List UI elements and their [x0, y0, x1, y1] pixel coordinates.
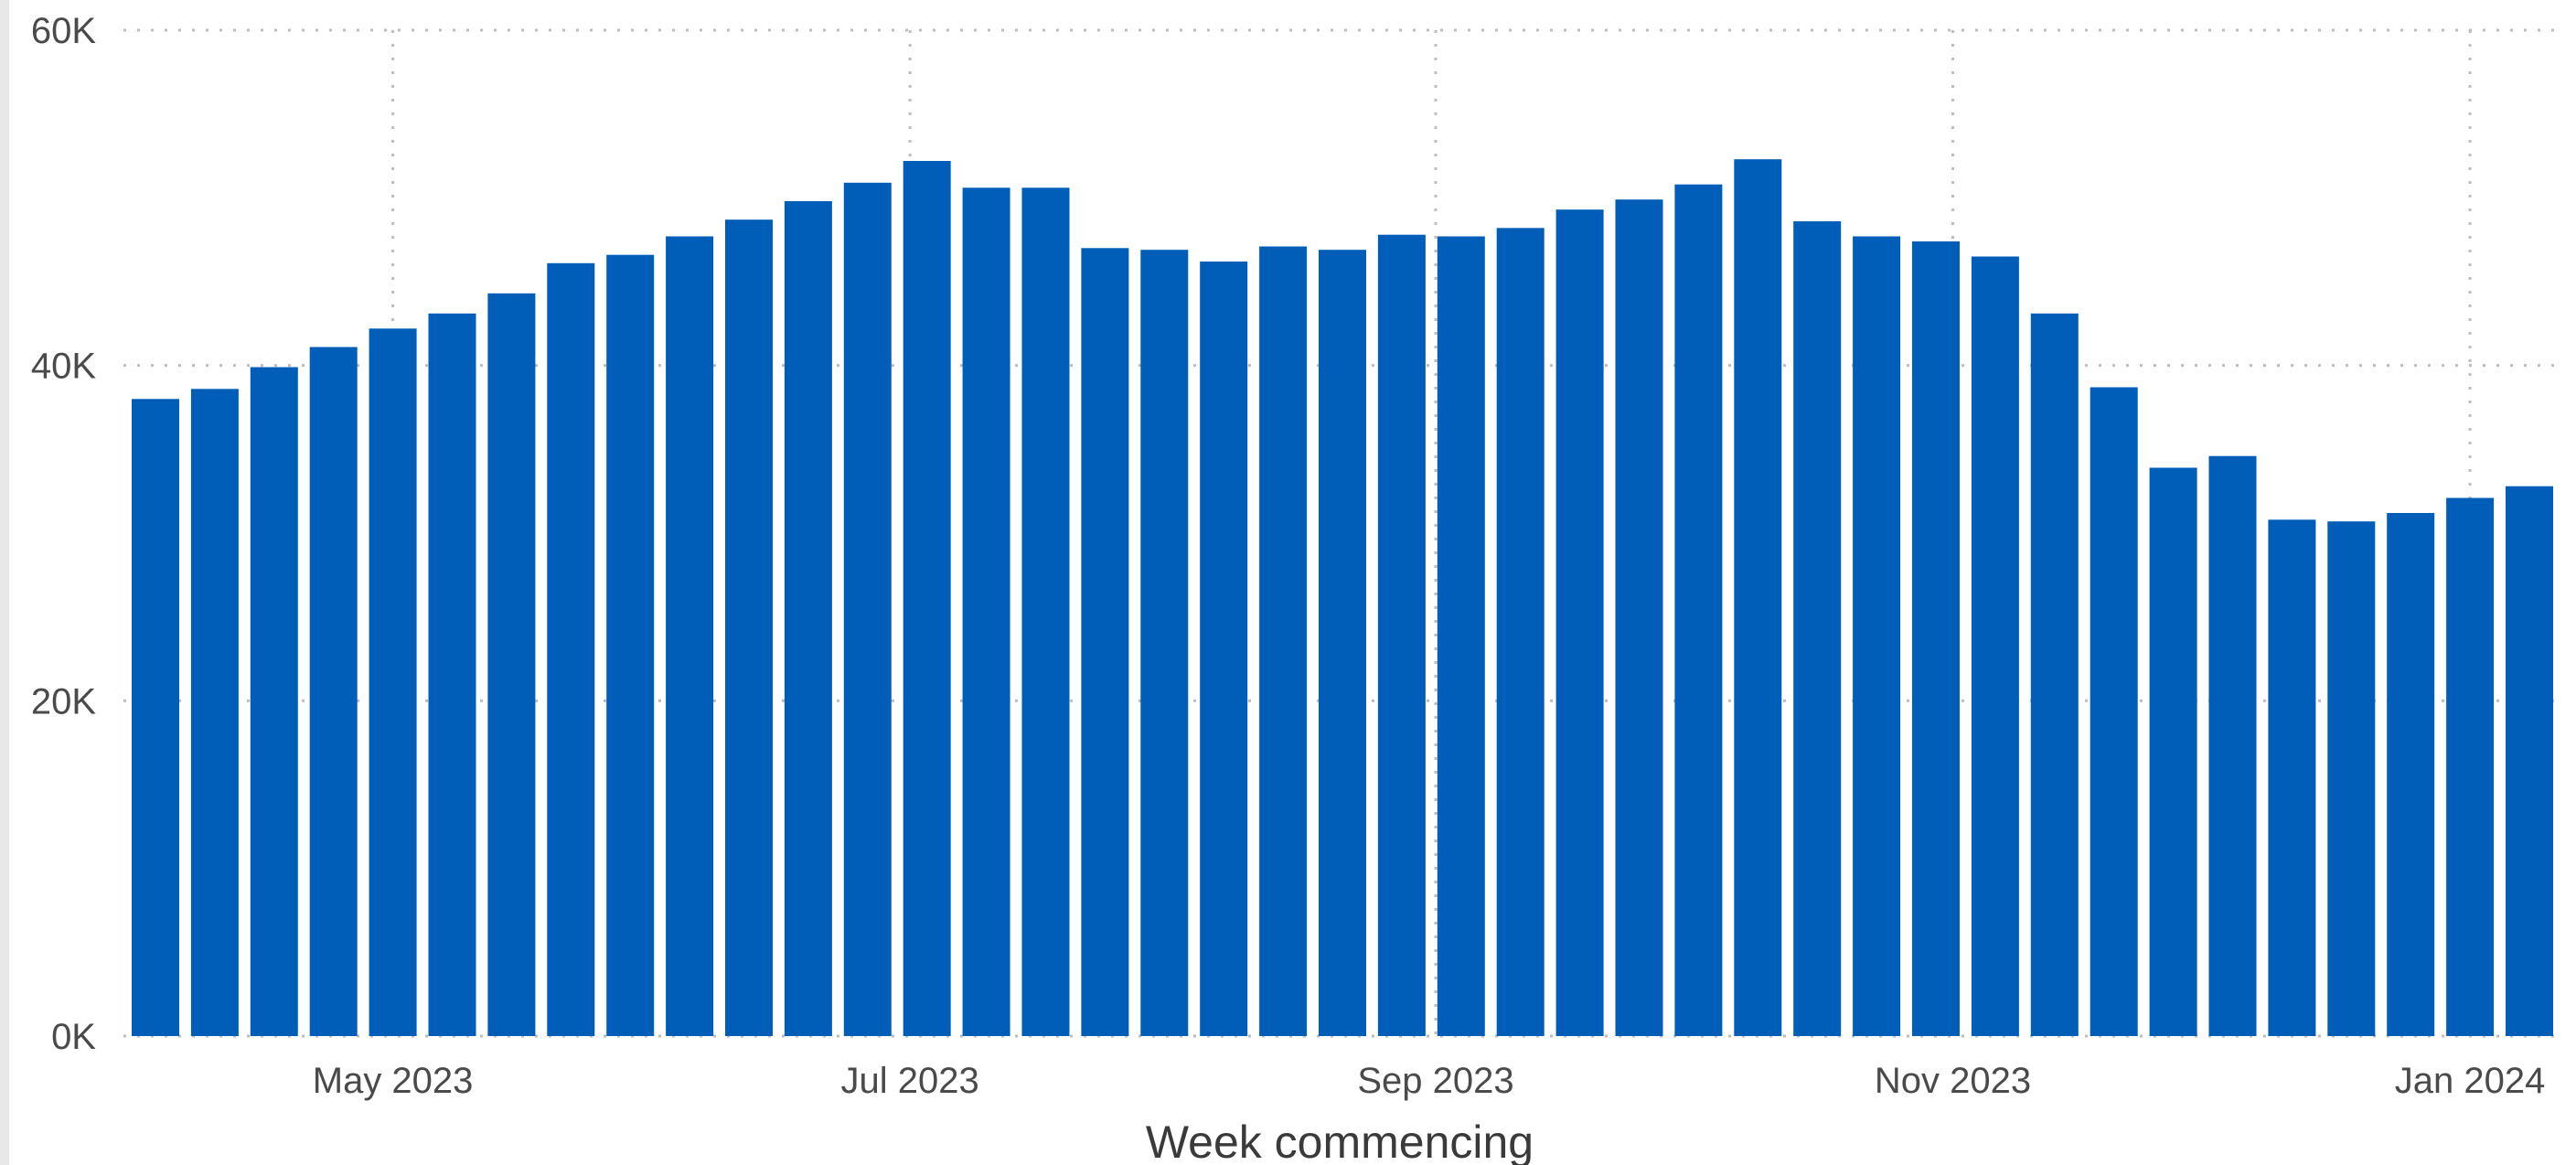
left-edge-strip [0, 0, 9, 1165]
bar [1971, 256, 2019, 1036]
bar [1319, 250, 1366, 1036]
bar [1021, 187, 1070, 1037]
bar [2149, 467, 2197, 1036]
bar [843, 182, 892, 1037]
bar [547, 262, 595, 1036]
bar [2506, 486, 2553, 1036]
bar [2208, 455, 2257, 1036]
x-tick-label: Jan 2024 [2395, 1061, 2546, 1101]
bar [190, 389, 239, 1036]
bar [2268, 519, 2316, 1036]
bar [962, 187, 1010, 1037]
bar [1734, 159, 1782, 1036]
y-tick-label: 60K [31, 11, 96, 51]
bar [1437, 236, 1485, 1036]
bar-series [132, 159, 2553, 1037]
bar [1259, 246, 1308, 1036]
x-axis-label: Week commencing [1146, 1117, 1534, 1165]
bar [1140, 250, 1189, 1036]
bar [725, 219, 773, 1036]
bar [309, 347, 358, 1036]
bar [132, 399, 179, 1036]
bar [250, 367, 298, 1036]
bar [1555, 209, 1604, 1036]
bar [1081, 248, 1129, 1036]
bar [1200, 262, 1248, 1036]
y-axis-tick-labels: 0K 20K 40K 60K [31, 11, 96, 1057]
bar [369, 328, 417, 1036]
x-tick-label: May 2023 [313, 1061, 474, 1101]
x-axis-tick-labels: May 2023 Jul 2023 Sep 2023 Nov 2023 Jan 2024 [313, 1061, 2546, 1101]
bar [1377, 234, 1426, 1036]
bar [2327, 521, 2376, 1036]
bar [784, 201, 832, 1036]
bar [2387, 513, 2435, 1036]
bar [1674, 184, 1723, 1036]
bar [1615, 199, 1663, 1036]
y-tick-label: 20K [31, 681, 96, 721]
bar [1912, 241, 1960, 1036]
bar [428, 313, 476, 1036]
x-tick-label: Jul 2023 [841, 1061, 979, 1101]
x-tick-label: Sep 2023 [1357, 1061, 1513, 1101]
y-tick-label: 40K [31, 347, 96, 387]
x-tick-label: Nov 2023 [1875, 1061, 2031, 1101]
bar [1793, 221, 1842, 1036]
bar [487, 293, 536, 1036]
bar [2090, 387, 2138, 1036]
bar [606, 254, 655, 1036]
bar [903, 161, 951, 1036]
y-tick-label: 0K [51, 1017, 96, 1057]
bar [2030, 313, 2079, 1036]
bar [2446, 497, 2495, 1036]
bar [1853, 236, 1901, 1036]
bar [666, 236, 714, 1036]
bar [1496, 228, 1545, 1037]
